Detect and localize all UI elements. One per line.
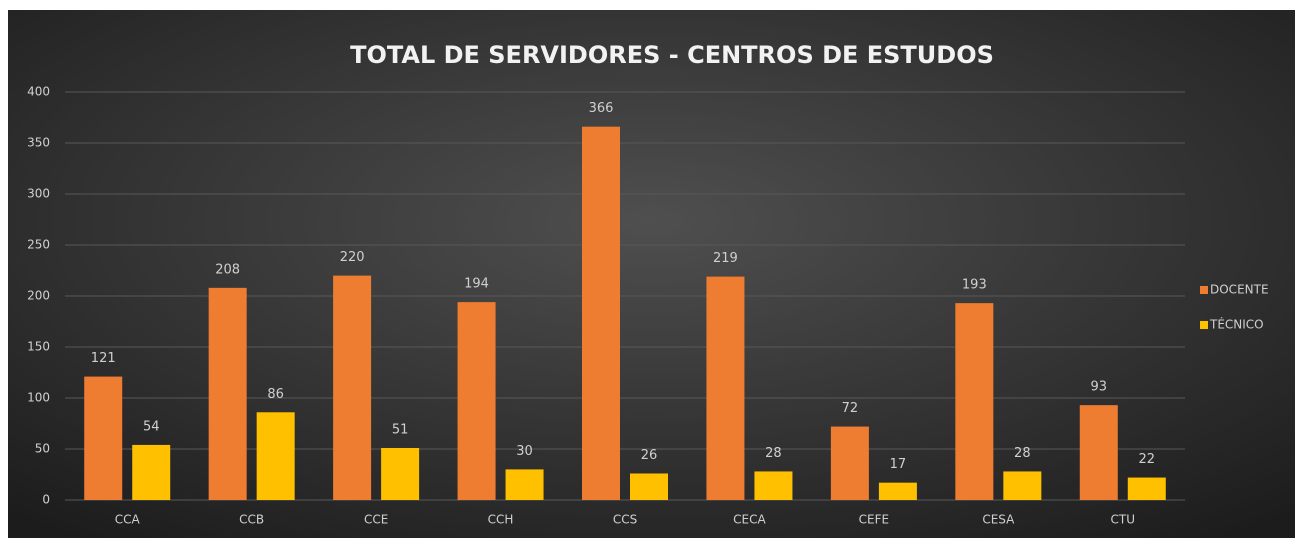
bar [1079,405,1118,500]
bar [830,426,869,500]
data-label: 30 [516,444,533,459]
x-tick-label: CESA [982,513,1015,527]
y-tick-label: 200 [27,289,50,303]
bar [132,444,171,500]
y-tick-label: 50 [35,442,50,456]
data-label: 121 [91,351,116,366]
bar [754,471,793,500]
bar [878,482,917,500]
data-label: 28 [1014,446,1031,461]
bar [1127,477,1166,500]
chart-title: TOTAL DE SERVIDORES - CENTROS DE ESTUDOS [350,41,994,69]
data-label: 17 [890,457,907,472]
bar [1003,471,1042,500]
data-label: 26 [641,448,658,463]
legend-swatch [1200,321,1208,329]
data-label: 220 [340,250,365,265]
x-tick-label: CCH [488,513,514,527]
data-label: 219 [713,251,738,266]
data-label: 28 [765,446,782,461]
y-tick-label: 400 [27,85,50,99]
x-tick-label: CECA [733,513,766,527]
legend-label: TÉCNICO [1209,317,1264,332]
bar [457,302,496,500]
x-tick-label: CEFE [859,513,889,527]
bar [208,287,247,500]
legend-swatch [1200,286,1208,294]
bar [582,126,620,501]
y-tick-label: 300 [27,187,50,201]
data-label: 193 [962,278,987,293]
bar [333,275,372,500]
data-label: 72 [842,401,859,416]
data-label: 54 [143,419,160,434]
data-label: 22 [1139,452,1156,467]
bar [84,376,123,500]
legend-label: DOCENTE [1210,283,1269,297]
bar [706,276,745,500]
data-label: 93 [1091,380,1108,395]
bar [505,469,544,500]
y-tick-label: 250 [27,238,50,252]
x-tick-label: CTU [1111,513,1136,527]
y-tick-label: 0 [42,493,50,507]
x-tick-label: CCB [239,513,264,527]
data-label: 366 [589,101,614,116]
bar [955,303,994,500]
y-tick-label: 350 [27,136,50,150]
data-label: 208 [215,262,240,277]
y-tick-label: 100 [27,391,50,405]
x-tick-label: CCA [115,513,141,527]
x-tick-label: CCE [364,513,388,527]
bar [256,412,295,500]
bar [630,473,668,500]
data-label: 194 [464,277,489,292]
y-tick-label: 150 [27,340,50,354]
bar [381,447,420,500]
data-label: 51 [392,422,409,437]
data-label: 86 [267,387,284,402]
x-tick-label: CCS [613,513,637,527]
